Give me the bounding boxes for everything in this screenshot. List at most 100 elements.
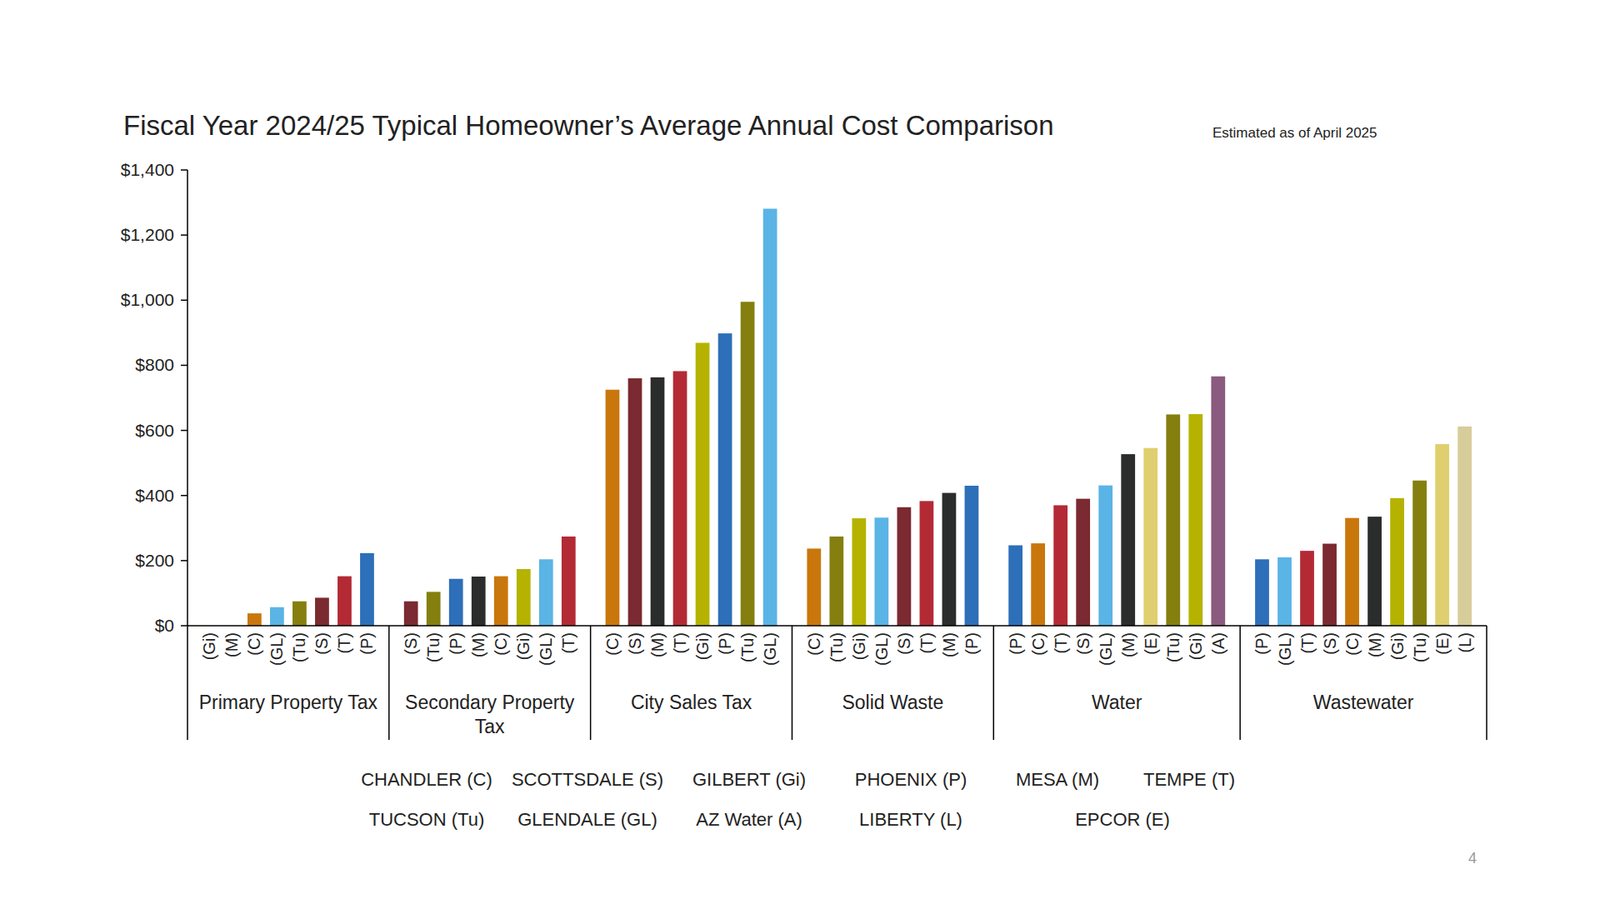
bar: [829, 536, 844, 626]
group-separator: [590, 625, 592, 740]
x-tick-label: (C): [603, 632, 622, 656]
bar: [942, 493, 957, 626]
bar: [494, 576, 509, 626]
x-tick-label: (M): [1365, 632, 1385, 658]
bar: [1210, 376, 1225, 626]
title: Fiscal Year 2024/25 Typical Homeowner’s …: [123, 110, 1055, 141]
y-tick-label: $1,400: [120, 160, 175, 180]
x-tick-label: (P): [1252, 632, 1271, 655]
y-tick-label: $600: [135, 420, 175, 440]
bar: [763, 208, 778, 626]
bar: [1165, 414, 1180, 626]
x-tick-label: (A): [1209, 632, 1228, 655]
bar: [1300, 550, 1315, 626]
x-tick-label: (M): [648, 632, 667, 658]
bar: [605, 390, 620, 626]
y-tick: [180, 430, 188, 432]
group-separator: [993, 625, 995, 740]
bars: [247, 208, 1472, 626]
y-tick: [180, 300, 188, 302]
bar: [1367, 516, 1382, 626]
bar: [965, 485, 980, 626]
x-tick-label: (E): [1141, 632, 1160, 655]
x-tick-label: (GL): [536, 632, 555, 666]
x-tick-label: (GL): [267, 632, 286, 666]
bar: [449, 579, 464, 626]
bar: [270, 607, 285, 626]
bar: [740, 301, 755, 626]
group-label: Secondary PropertyTax: [405, 691, 575, 738]
group-label: Solid Waste: [841, 691, 944, 714]
x-tick-label: (P): [1006, 632, 1025, 655]
x-tick-label: (L): [1455, 632, 1475, 653]
x-tick-label: (GL): [1275, 632, 1295, 666]
x-tick-label: (Gi): [693, 632, 712, 660]
x-tick-label: (GL): [760, 632, 780, 666]
bar: [1277, 557, 1292, 626]
y-tick: [180, 234, 188, 236]
legend-entry: AZ Water (A): [695, 809, 803, 830]
x-tick-label: (S): [1074, 632, 1093, 655]
bar: [897, 507, 912, 626]
legend-entry: CHANDLER (C): [360, 769, 493, 790]
x-tick-label: (T): [1298, 632, 1317, 655]
legend-entry: PHOENIX (P): [855, 769, 967, 790]
bar: [516, 569, 531, 626]
x-tick-label: (P): [357, 632, 376, 655]
x-tick-label: (T): [1051, 632, 1070, 655]
y-tick: [180, 560, 188, 562]
bar: [404, 601, 419, 626]
bar: [851, 518, 866, 626]
background: [0, 0, 1600, 899]
bar: [337, 576, 352, 626]
y-tick: [180, 625, 188, 627]
y-tick: [180, 169, 188, 171]
y-tick-label: $200: [135, 550, 175, 570]
y-tick-label: $1,000: [120, 290, 175, 310]
x-tick-label: (S): [312, 632, 331, 655]
x-tick-label: (C): [491, 632, 510, 656]
legend-entry: TEMPE (T): [1143, 769, 1235, 790]
x-tick-label: (M): [940, 632, 959, 658]
group-separator: [1239, 625, 1241, 740]
legend-entry: MESA (M): [1015, 769, 1100, 790]
bar: [920, 500, 935, 626]
bar: [315, 597, 330, 626]
x-tick-label: (S): [401, 632, 420, 655]
bar: [1053, 505, 1068, 626]
bar: [1412, 480, 1427, 626]
bar: [292, 601, 307, 626]
bar: [247, 613, 262, 626]
x-tick-label: (Tu): [827, 632, 846, 663]
bar: [1008, 545, 1023, 626]
group-separator: [791, 625, 794, 740]
group-label: Wastewater: [1313, 691, 1415, 714]
x-tick-label: (Gi): [1186, 632, 1205, 660]
x-tick-label: (Tu): [738, 632, 757, 663]
y-tick: [180, 365, 188, 367]
legend-entry: SCOTTSDALE (S): [511, 769, 664, 790]
x-tick-label: (P): [962, 632, 981, 655]
y-axis: [186, 170, 189, 626]
bar: [673, 370, 688, 626]
legend-entry: TUCSON (Tu): [369, 809, 485, 830]
bar: [718, 333, 733, 626]
x-tick-label: (C): [1029, 632, 1048, 656]
x-tick-label: (C): [245, 632, 264, 656]
bar: [628, 378, 643, 626]
x-tick-label: (Tu): [290, 632, 309, 663]
group-separator: [388, 625, 390, 740]
bar: [1120, 454, 1135, 626]
legend-entry: GILBERT (Gi): [692, 769, 806, 790]
x-tick-label: (S): [625, 632, 645, 655]
bar: [1255, 559, 1270, 626]
group-separator: [186, 625, 189, 740]
x-tick-label: (C): [1343, 632, 1362, 656]
bar: [1322, 544, 1337, 626]
y-tick-label: $400: [135, 485, 175, 505]
bar: [1098, 485, 1113, 626]
bar: [650, 377, 665, 626]
bar: [426, 591, 441, 626]
x-tick-label: (P): [446, 632, 465, 655]
x-axis: [187, 625, 1487, 627]
